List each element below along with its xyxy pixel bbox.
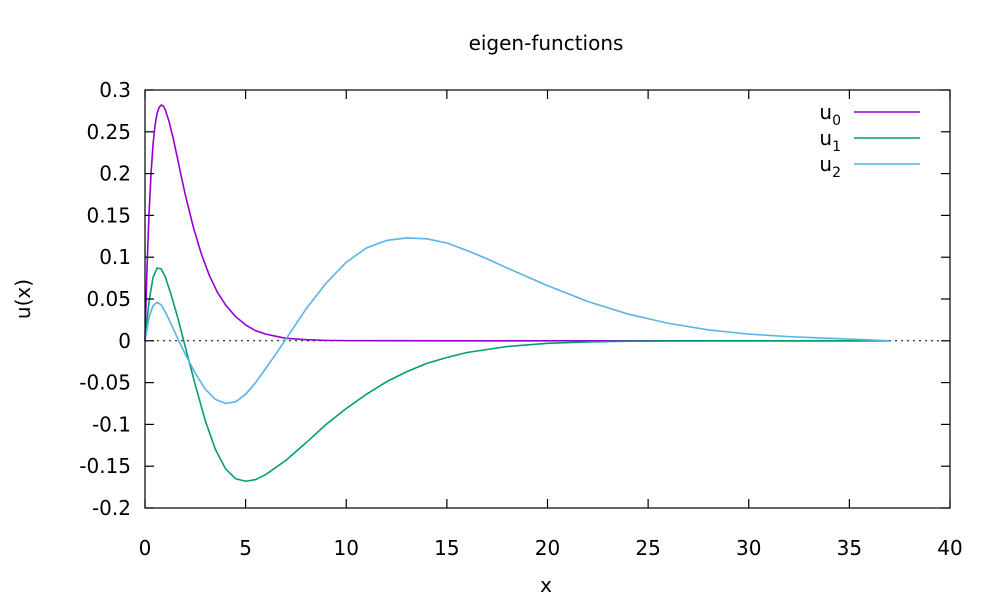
legend-label-u2: u2: [819, 152, 841, 181]
y-tick-label: -0.1: [92, 412, 131, 436]
legend-label-u1: u1: [819, 126, 841, 155]
series-line-u0: [144, 104, 890, 342]
legend-label-u0: u0: [819, 100, 841, 129]
series-line-u1: [144, 267, 890, 483]
y-tick-label: 0.25: [86, 120, 131, 144]
y-tick-label: -0.15: [79, 454, 131, 478]
y-tick-label: 0.2: [99, 162, 131, 186]
x-tick-label: 35: [837, 536, 862, 560]
series-line-u2: [144, 237, 890, 405]
x-tick-label: 15: [434, 536, 459, 560]
x-tick-label: 40: [937, 536, 962, 560]
x-tick-label: 5: [239, 536, 252, 560]
y-tick-label: -0.05: [79, 371, 131, 395]
y-tick-label: 0.3: [99, 78, 131, 102]
plot-area: [144, 104, 950, 483]
x-tick-label: 0: [139, 536, 152, 560]
x-tick-label: 20: [535, 536, 560, 560]
y-tick-label: 0.1: [99, 245, 131, 269]
x-tick-label: 10: [334, 536, 359, 560]
axes: 0 5 10 15 20 25 30 35 40 0.3 0.25 0.2 0.15 0.1 0.05 0 -0…: [79, 78, 962, 560]
x-axis-label: x: [540, 573, 552, 597]
x-tick-label: 25: [635, 536, 660, 560]
y-tick-label: 0.05: [86, 287, 131, 311]
x-tick-label: 30: [736, 536, 761, 560]
y-tick-label: 0: [118, 329, 131, 353]
y-tick-label: 0.15: [86, 203, 131, 227]
chart-title: eigen-functions: [469, 31, 624, 55]
y-tick-label: -0.2: [92, 496, 131, 520]
y-axis-label: u(x): [11, 279, 35, 319]
